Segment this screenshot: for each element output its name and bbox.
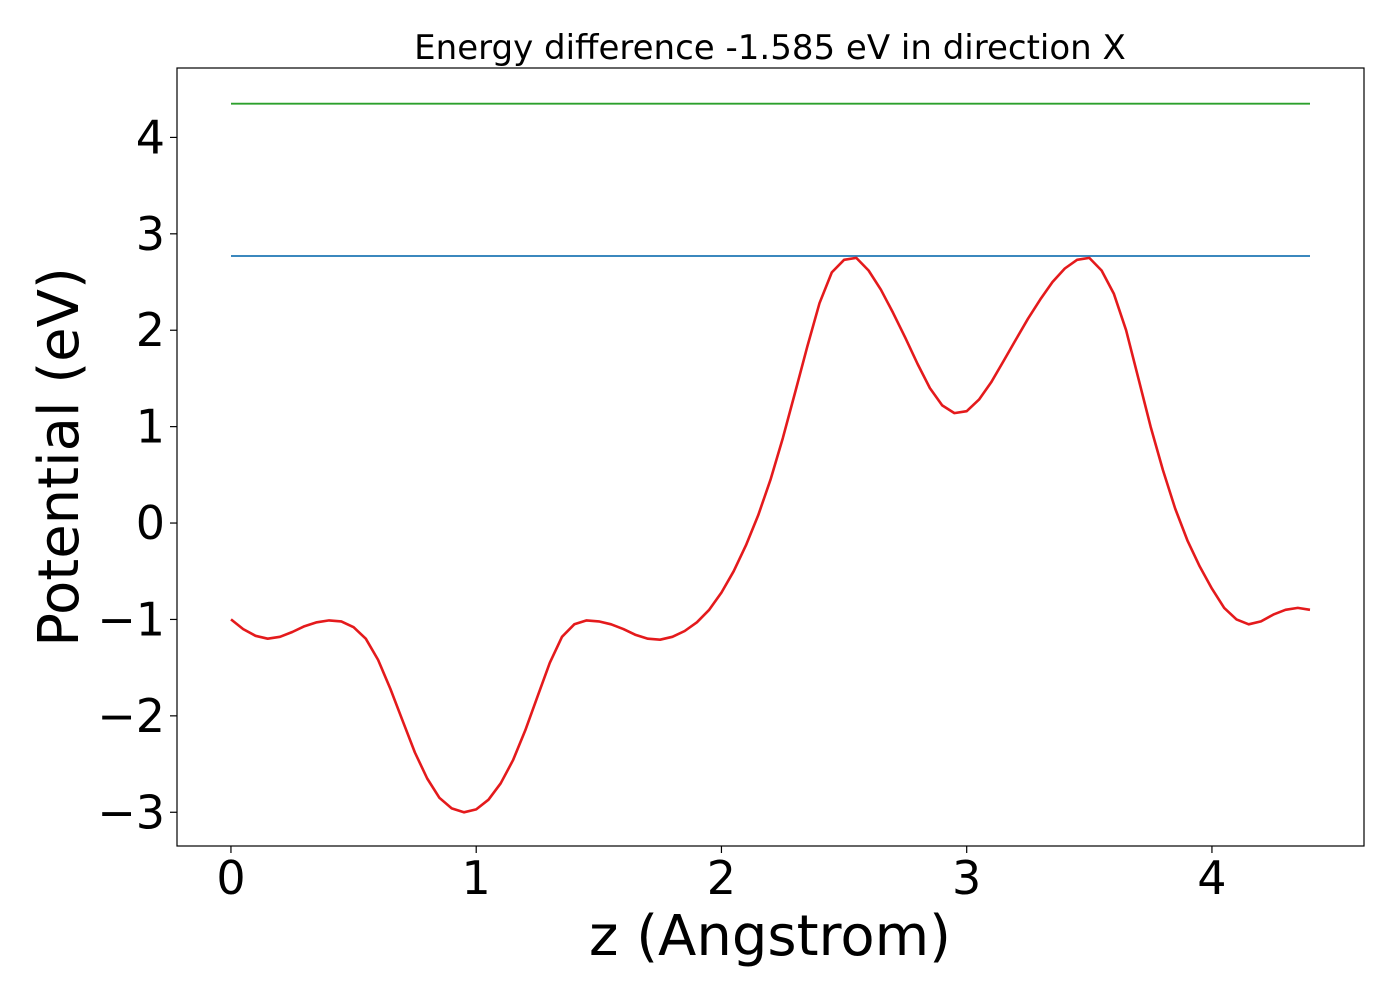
y-tick-label: 3 bbox=[136, 207, 165, 261]
y-axis-label: Potential (eV) bbox=[27, 267, 92, 647]
y-tick-label: 4 bbox=[136, 110, 165, 164]
y-tick-label: −3 bbox=[97, 785, 165, 839]
axis-ticks: 0 1 2 3 4 −3 −2 −1 0 1 2 3 4 bbox=[97, 110, 1226, 905]
y-tick-label: 2 bbox=[136, 303, 165, 357]
y-tick-label: −2 bbox=[97, 689, 165, 743]
x-tick-label: 1 bbox=[462, 851, 491, 905]
plot-area bbox=[230, 102, 1311, 814]
plot-frame bbox=[176, 67, 1365, 847]
y-tick-label: 0 bbox=[136, 496, 165, 550]
x-tick-label: 2 bbox=[707, 851, 736, 905]
series-line-2 bbox=[230, 256, 1311, 814]
x-tick-label: 4 bbox=[1197, 851, 1226, 905]
x-tick-label: 3 bbox=[952, 851, 981, 905]
y-tick-label: −1 bbox=[97, 592, 165, 646]
y-tick-label: 1 bbox=[136, 400, 165, 454]
x-tick-label: 0 bbox=[216, 851, 245, 905]
x-axis-label: z (Angstrom) bbox=[589, 904, 951, 969]
chart-title: Energy difference -1.585 eV in direction… bbox=[414, 28, 1126, 68]
